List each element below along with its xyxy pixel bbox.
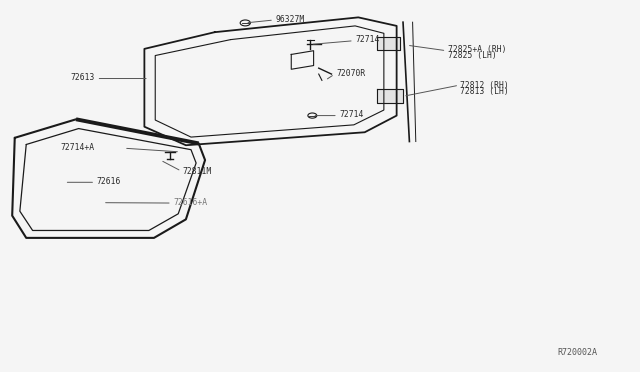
Text: 72616+A: 72616+A	[173, 198, 207, 207]
Text: 72070R: 72070R	[336, 69, 365, 78]
Text: R720002A: R720002A	[558, 347, 598, 356]
Polygon shape	[378, 89, 403, 103]
Text: 72714: 72714	[355, 35, 380, 45]
Text: 72714+A: 72714+A	[60, 143, 95, 152]
Text: 72812 (RH): 72812 (RH)	[461, 81, 509, 90]
Text: 96327M: 96327M	[275, 15, 305, 24]
Text: 72616: 72616	[97, 177, 121, 186]
Text: 72813 (LH): 72813 (LH)	[461, 87, 509, 96]
Text: 72714: 72714	[339, 110, 364, 119]
Text: 72811M: 72811M	[182, 167, 212, 176]
Text: 72825 (LH): 72825 (LH)	[448, 51, 497, 60]
Text: 72613: 72613	[71, 73, 95, 82]
Text: 72825+A (RH): 72825+A (RH)	[448, 45, 506, 54]
Polygon shape	[378, 37, 400, 49]
